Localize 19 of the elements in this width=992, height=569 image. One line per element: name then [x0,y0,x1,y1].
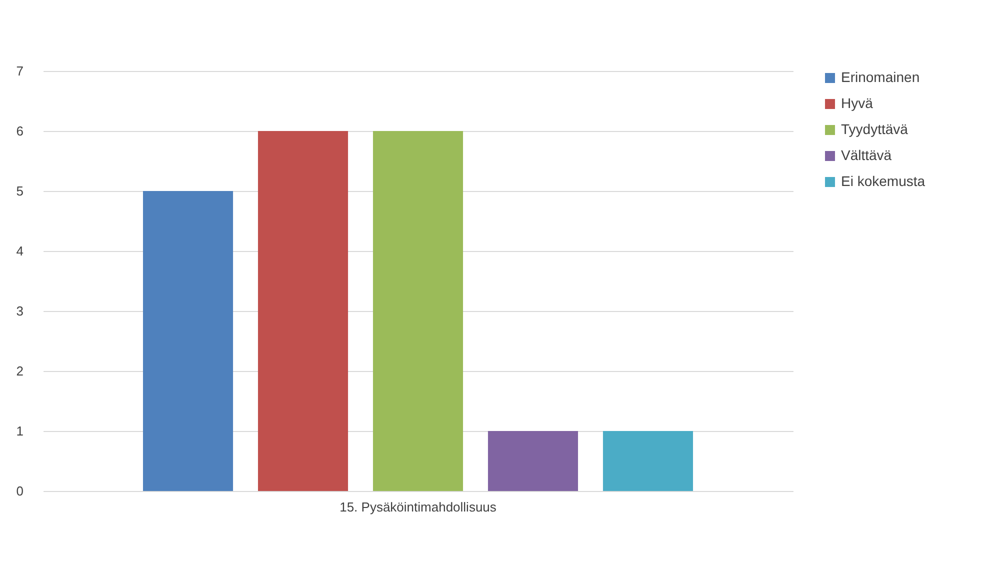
y-tick-label: 5 [16,184,24,198]
legend-label: Tyydyttävä [841,121,908,137]
bar [602,431,694,491]
y-tick-label: 1 [16,424,24,438]
bar [488,431,578,491]
y-tick-label: 2 [16,364,24,378]
bar [142,191,234,491]
legend-label: Välttävä [841,147,892,163]
legend-label: Ei kokemusta [841,173,926,189]
y-tick-label: 0 [16,484,24,498]
legend-label: Hyvä [841,95,874,111]
y-tick-label: 7 [16,64,24,78]
x-tick-label: 15. Pysäköintimahdollisuus [340,500,497,514]
bar [372,131,464,491]
y-tick-label: 4 [16,244,24,258]
legend-label: Erinomainen [841,69,920,85]
y-tick-label: 6 [16,124,24,138]
bar [258,131,348,491]
y-tick-label: 3 [16,304,24,318]
